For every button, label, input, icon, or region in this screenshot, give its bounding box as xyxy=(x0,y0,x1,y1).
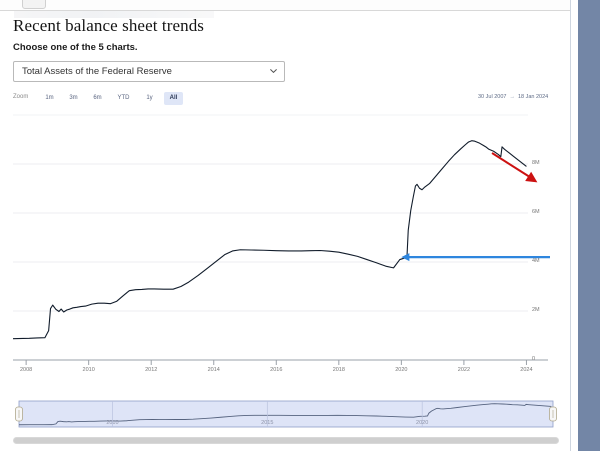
range-button-6m[interactable]: 6m xyxy=(93,95,102,101)
red-arrow-shaft xyxy=(491,152,531,179)
series-line xyxy=(13,140,527,340)
page-right-margin xyxy=(570,0,578,451)
navigator-selection xyxy=(18,400,554,428)
chart-select[interactable]: Total Assets of the Federal Reserve xyxy=(13,61,285,82)
range-button-all[interactable]: All xyxy=(164,92,183,105)
range-date-separator: → xyxy=(509,94,515,100)
page-top-strip xyxy=(0,0,571,11)
navigator-x-label: 2015 xyxy=(261,420,274,426)
blue-arrow-head xyxy=(401,253,410,262)
main-chart[interactable]: 0 2M 4M 6M 8M 2008 2010 2012 2014 2016 2018 2020 20… xyxy=(13,112,558,382)
x-axis-label: 2014 xyxy=(207,367,220,373)
range-button-3m[interactable]: 3m xyxy=(69,95,78,101)
x-axis-label: 2016 xyxy=(270,367,283,373)
range-button-1y[interactable]: 1y xyxy=(146,95,153,101)
x-axis-label: 2018 xyxy=(332,367,345,373)
cut-off-text-ghost xyxy=(14,11,214,18)
browser-background-band xyxy=(578,0,600,451)
x-axis-label: 2024 xyxy=(520,367,533,373)
navigator-scrollbar[interactable] xyxy=(13,437,559,444)
navigator-series-line xyxy=(18,403,552,426)
x-axis-label: 2022 xyxy=(457,367,471,373)
range-selector-label: Zoom xyxy=(13,94,29,100)
range-date-from: 30 Jul 2007 xyxy=(478,94,507,100)
y-axis-label: 4M xyxy=(532,258,540,264)
chart-chooser-label: Choose one of the 5 charts. xyxy=(13,42,138,53)
range-date-to: 18 Jan 2024 xyxy=(517,94,549,100)
navigator[interactable]: 2010 2015 2020 xyxy=(13,396,559,434)
navigator-canvas[interactable] xyxy=(13,396,559,434)
range-button-1m[interactable]: 1m xyxy=(45,95,54,101)
x-axis-label: 2008 xyxy=(20,367,33,373)
page-title: Recent balance sheet trends xyxy=(13,16,205,35)
chart-canvas xyxy=(13,114,550,365)
y-axis-label: 6M xyxy=(532,209,540,215)
navigator-x-label: 2010 xyxy=(106,420,119,426)
x-axis-label: 2012 xyxy=(145,367,158,373)
y-axis-label: 8M xyxy=(532,160,540,166)
red-arrow-head xyxy=(525,171,538,183)
range-button-ytd[interactable]: YTD xyxy=(117,95,130,101)
cut-off-top-chip xyxy=(22,0,46,9)
chart-select-value: Total Assets of the Federal Reserve xyxy=(22,66,172,77)
navigator-scrollbar-thumb[interactable] xyxy=(14,438,558,443)
y-axis-label: 2M xyxy=(532,307,540,313)
chevron-down-icon xyxy=(270,69,277,73)
y-axis-label: 0 xyxy=(532,356,536,362)
x-axis-label: 2010 xyxy=(82,367,95,373)
navigator-x-label: 2020 xyxy=(416,420,429,426)
x-axis-label: 2020 xyxy=(395,367,408,373)
